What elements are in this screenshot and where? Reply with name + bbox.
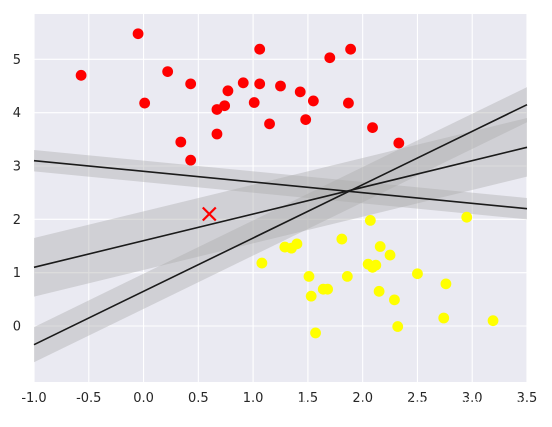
y-tick-label: 1 (13, 266, 21, 281)
data-point (370, 259, 382, 271)
data-points (75, 28, 499, 339)
data-point (264, 118, 275, 130)
decision-line (33, 103, 528, 346)
data-point (132, 28, 144, 40)
y-tick-label: 2 (13, 213, 21, 228)
data-point (336, 233, 348, 245)
data-point (367, 122, 378, 133)
x-tick-label: 2.5 (407, 391, 428, 406)
x-tick-label: 1.0 (243, 391, 264, 406)
data-point (412, 268, 423, 280)
data-point (487, 315, 499, 327)
data-point (345, 43, 357, 55)
data-point (211, 128, 223, 140)
data-point (219, 100, 231, 112)
data-point (185, 154, 197, 166)
y-tick-label: 0 (13, 320, 21, 335)
data-point (461, 211, 473, 223)
data-point (440, 278, 452, 290)
data-point (185, 78, 197, 90)
x-tick-label: 1.5 (298, 391, 319, 406)
data-point (324, 52, 336, 64)
x-tick-label: 3.5 (517, 391, 538, 406)
data-point (310, 327, 321, 339)
data-point (364, 215, 376, 226)
data-point (373, 285, 385, 297)
x-tick-label: -0.5 (76, 391, 101, 406)
decision-line (33, 159, 528, 210)
data-point (343, 97, 354, 109)
y-tick-label: 3 (13, 160, 21, 175)
decision-lines (33, 103, 528, 346)
x-tick-label: 2.0 (352, 391, 373, 406)
data-point (389, 294, 400, 306)
watermark: https://blog.csdn.net/qq_25948717 (288, 398, 523, 413)
data-point (438, 312, 450, 324)
x-tick-label: 0.5 (188, 391, 209, 406)
data-point (303, 271, 315, 282)
x-tick-label: 3.0 (462, 391, 483, 406)
y-tick-label: 5 (13, 53, 21, 68)
data-point (254, 78, 266, 90)
data-point (248, 97, 260, 108)
grid (33, 14, 528, 382)
data-point (256, 257, 268, 269)
data-point (75, 69, 87, 81)
x-tick-label: 0.0 (133, 391, 154, 406)
data-point (384, 249, 396, 261)
data-point (300, 114, 312, 125)
data-point (307, 95, 319, 107)
y-tick-label: 4 (13, 106, 21, 121)
data-point (392, 321, 404, 332)
x-marker-stroke (202, 206, 217, 222)
data-point (374, 241, 386, 252)
data-point (139, 97, 151, 109)
data-point (222, 85, 234, 97)
data-point (275, 80, 286, 92)
decision-line (33, 146, 528, 269)
data-point (291, 238, 303, 250)
data-point (254, 43, 266, 55)
data-point (341, 271, 353, 282)
data-point (393, 137, 405, 149)
data-point (305, 290, 317, 302)
data-point (162, 66, 174, 77)
data-point (322, 283, 334, 295)
data-point (237, 77, 249, 89)
data-point (294, 86, 306, 98)
x-tick-label: -1.0 (21, 391, 46, 406)
data-point (175, 136, 187, 148)
tick-labels: -1.0 -0.5 0.0 0.5 1.0 1.5 2.0 2.5 3.0 3.5 0 1 2 3 4 5 (13, 53, 538, 406)
new-point-marker (202, 206, 217, 222)
